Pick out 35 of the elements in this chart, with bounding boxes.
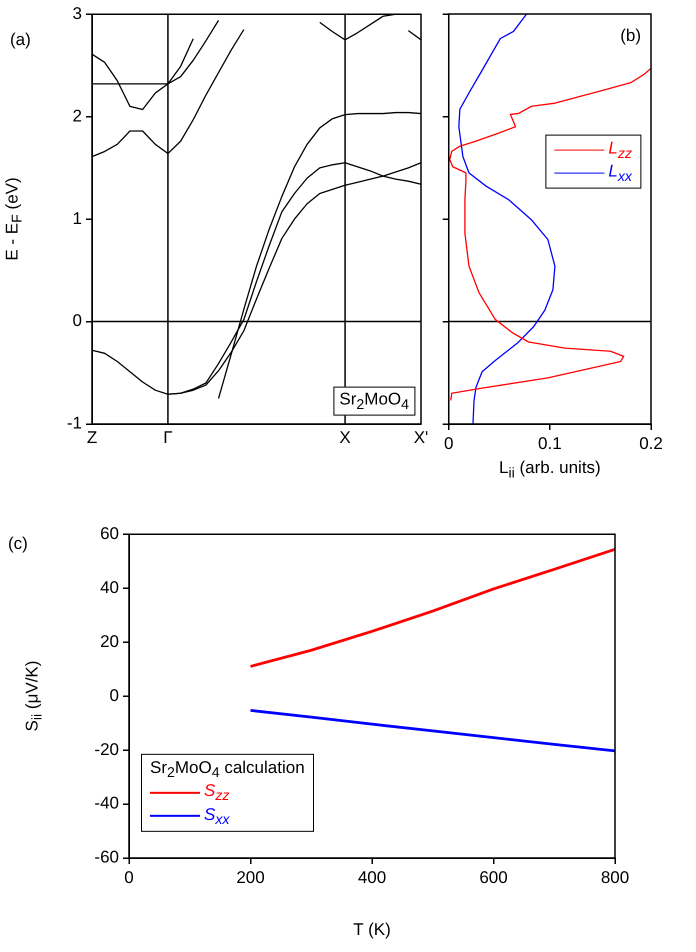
y-tick-label: -40 [94, 794, 119, 813]
x-tick-label: 0 [124, 868, 134, 887]
legend-label: L$_{zz}$ [608, 138, 632, 162]
x-tick-label: 0.2 [639, 434, 663, 453]
y-tick-label: -1 [66, 414, 82, 433]
annotation: Sr$_{2}$MoO$_{4}$ [333, 386, 415, 416]
x-tick-label: 0 [444, 434, 454, 453]
y-tick-label: 0 [72, 311, 82, 330]
x-tick-label: 200 [236, 868, 265, 887]
text: (a) [10, 30, 31, 50]
x-tick-label: 0.1 [538, 434, 562, 453]
y-tick-label: -60 [94, 848, 119, 867]
y-tick-label: 60 [100, 524, 119, 543]
annotation: (b) [620, 26, 641, 46]
legend-label: S$_{xx}$ [204, 804, 230, 828]
legend-label: L$_{xx}$ [608, 162, 632, 185]
x-tick-label: 400 [358, 868, 386, 887]
y-tick-label: 0 [110, 686, 119, 705]
y-tick-label: 40 [100, 578, 119, 597]
legend-title: Sr$_{2}$MoO$_{4}$ calculation [150, 758, 305, 782]
legend-label: S$_{zz}$ [204, 781, 230, 805]
x-tick-label: X [339, 428, 351, 447]
y-tick-label: 1 [72, 208, 82, 228]
y-tick-label: 3 [72, 4, 82, 23]
y-tick-label: 20 [100, 632, 119, 651]
y-tick-label: -20 [94, 740, 119, 759]
x-axis-title: T (K) [353, 920, 391, 940]
x-tick-label: 800 [600, 868, 630, 887]
x-tick-label: X' [414, 428, 428, 447]
x-axis-title: L$_{ii}$ (arb. units) [498, 458, 601, 482]
x-tick-label: Z [86, 428, 98, 447]
x-tick-label: Γ [163, 428, 173, 447]
text: (c) [8, 534, 28, 554]
x-tick-label: 600 [479, 868, 508, 887]
y-tick-label: 2 [72, 106, 82, 126]
